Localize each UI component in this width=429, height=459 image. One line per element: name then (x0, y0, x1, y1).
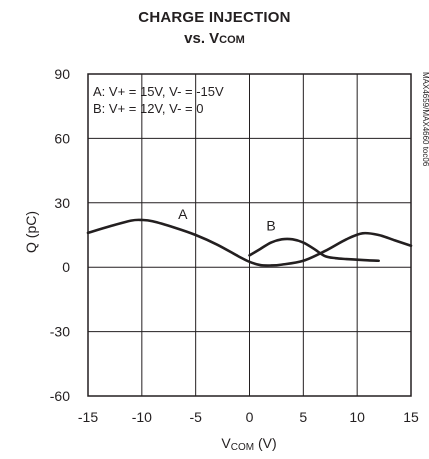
y-tick-label-2: 0 (62, 259, 70, 275)
legend-line-b: B: V+ = 12V, V- = 0 (93, 101, 203, 116)
curve-label-a: A (178, 206, 188, 222)
legend-line-a: A: V+ = 15V, V- = -15V (93, 84, 224, 99)
x-tick-label-3: 0 (246, 409, 254, 425)
subtitle-prefix: vs. V (184, 30, 220, 47)
x-tick-label-5: 10 (349, 409, 365, 425)
tick-labels: -15 -10 -5 0 5 10 15 -60 -30 0 30 60 90 (50, 66, 419, 425)
series-group (86, 218, 413, 267)
y-tick-label-3: 30 (54, 195, 70, 211)
chart-subtitle: vs. VCOM (0, 30, 429, 47)
x-label-subscript: COM (231, 442, 254, 453)
series-line-b (248, 237, 380, 263)
y-tick-label-0: -60 (50, 388, 70, 404)
x-label-suffix: (V) (254, 435, 277, 451)
y-tick-label-5: 90 (54, 66, 70, 82)
x-tick-label-1: -10 (132, 409, 152, 425)
y-axis-label: Q (pC) (23, 211, 39, 253)
y-tick-label-1: -30 (50, 324, 70, 340)
x-label-prefix: V (221, 435, 231, 451)
x-axis-label: VCOM (V) (221, 435, 276, 453)
x-tick-label-4: 5 (299, 409, 307, 425)
x-tick-label-2: -5 (189, 409, 202, 425)
figure-id-note: MAX4659/MAX4660 toc06 (421, 72, 429, 167)
grid-lines (87, 73, 412, 397)
series-line-a (86, 218, 413, 267)
x-tick-label-0: -15 (78, 409, 98, 425)
subtitle-subscript: COM (219, 34, 245, 46)
chart-title: CHARGE INJECTION (138, 9, 291, 26)
x-tick-label-6: 15 (403, 409, 419, 425)
curve-labels: AB (178, 206, 276, 234)
curve-label-b: B (266, 218, 275, 234)
y-tick-label-4: 60 (54, 130, 70, 146)
plot-frame (87, 73, 412, 397)
